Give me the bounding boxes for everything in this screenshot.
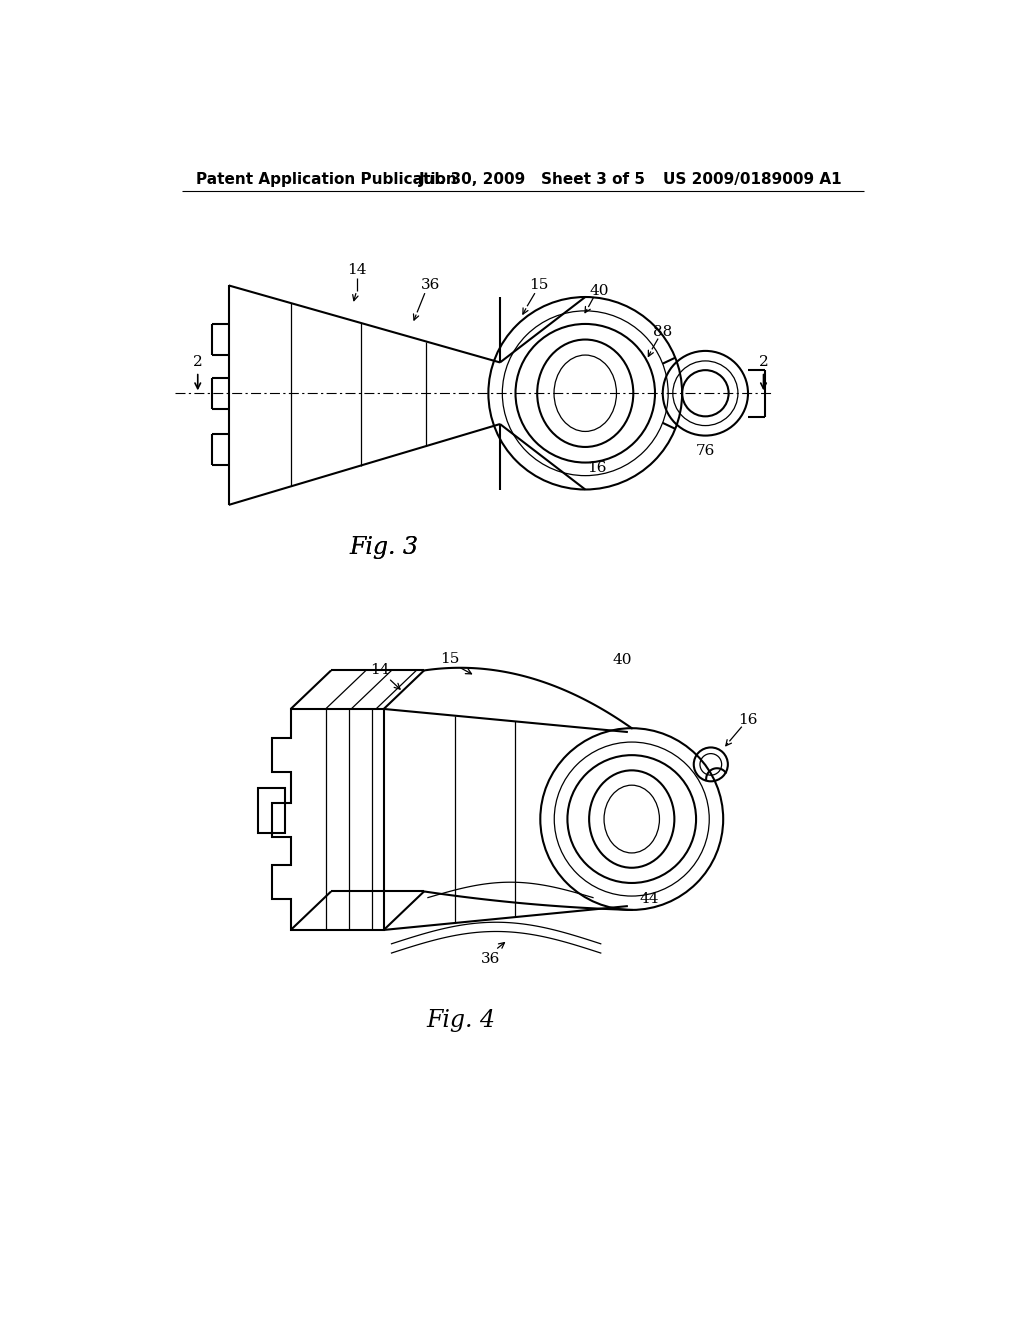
Text: 88: 88 [653,325,673,339]
Text: 15: 15 [529,279,549,293]
Text: Fig. 3: Fig. 3 [349,536,418,558]
Text: 15: 15 [440,652,460,665]
Text: 36: 36 [421,279,440,293]
Text: Fig. 3: Fig. 3 [349,536,418,558]
Text: 16: 16 [738,714,758,727]
Text: 76: 76 [695,444,715,458]
Text: 36: 36 [481,952,501,966]
Text: US 2009/0189009 A1: US 2009/0189009 A1 [663,172,842,186]
Bar [258,788,286,833]
Text: 2: 2 [193,355,203,370]
Text: Jul. 30, 2009   Sheet 3 of 5: Jul. 30, 2009 Sheet 3 of 5 [419,172,645,186]
Text: 44: 44 [639,892,658,906]
Text: 16: 16 [587,461,606,475]
Text: Patent Application Publication: Patent Application Publication [197,172,457,186]
Text: Fig. 4: Fig. 4 [427,1010,496,1032]
Text: 40: 40 [590,284,609,298]
Text: 14: 14 [370,664,389,677]
Text: 40: 40 [612,653,632,668]
Text: 2: 2 [759,355,768,370]
Text: 14: 14 [347,263,367,277]
